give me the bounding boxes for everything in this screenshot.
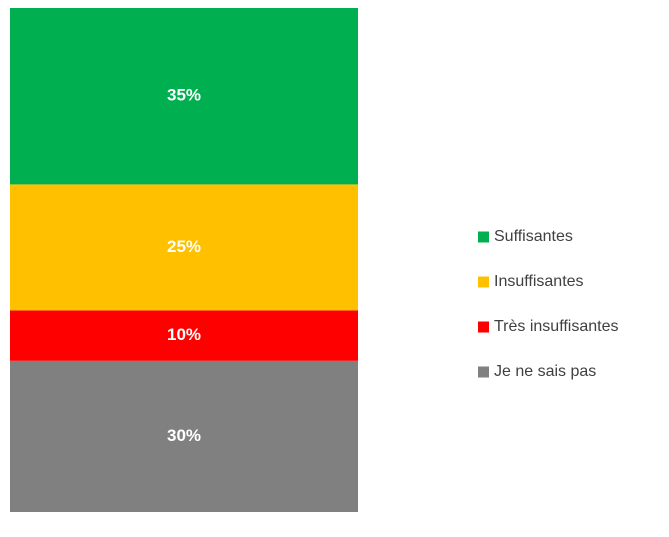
legend-label: Je ne sais pas [494,363,596,380]
bar-segment [10,184,358,311]
legend-swatch [478,366,489,378]
legend-label: Insuffisantes [494,273,584,290]
legend-label: Très insuffisantes [494,318,619,335]
bar-segment [10,8,358,185]
legend-label: Suffisantes [494,228,573,245]
bar-segment [10,310,358,361]
legend-swatch [478,276,489,288]
legend-swatch [478,321,489,333]
bar-segment [10,360,358,512]
data-label: 30% [167,426,201,445]
data-label: 25% [167,237,201,256]
data-label: 35% [167,86,201,105]
legend-swatch [478,231,489,243]
data-label: 10% [167,325,201,344]
